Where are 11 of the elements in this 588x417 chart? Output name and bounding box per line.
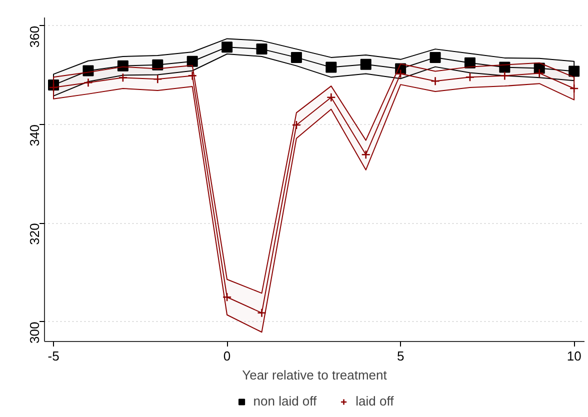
- legend-label: non laid off: [253, 394, 317, 408]
- y-tick-label: 320: [27, 223, 42, 245]
- y-tick-label: 340: [27, 124, 42, 146]
- y-tick-label: 300: [27, 322, 42, 344]
- x-tick-label: 5: [396, 348, 404, 364]
- y-tick-label: 360: [27, 26, 42, 48]
- x-tick-label: 10: [566, 348, 582, 364]
- legend-label: laid off: [356, 394, 394, 408]
- x-axis-title: Year relative to treatment: [242, 368, 388, 382]
- x-tick-label: -5: [48, 348, 60, 364]
- x-tick-label: 0: [223, 348, 231, 364]
